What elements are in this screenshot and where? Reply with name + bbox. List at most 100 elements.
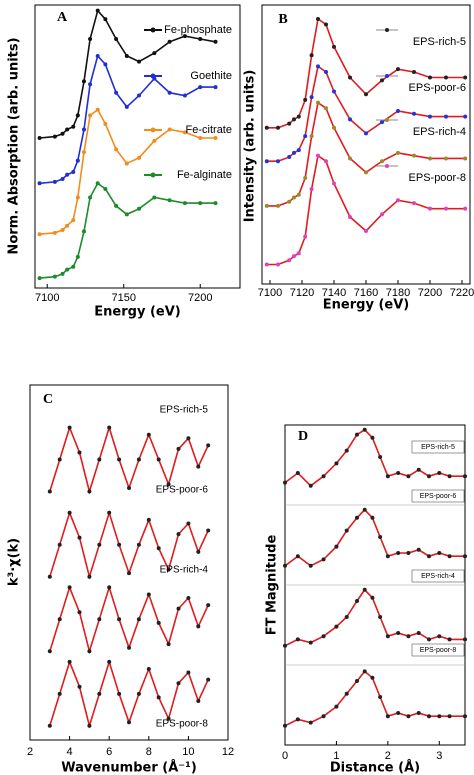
data-point [47,489,52,494]
series-label: EPS-poor-6 [420,493,457,500]
data-point [71,218,76,223]
data-point [416,467,421,472]
data-point [416,711,421,715]
data-point [437,634,442,639]
data-point [292,150,296,155]
data-point [95,8,100,13]
data-point [355,432,359,437]
data-point [321,714,326,719]
data-point [52,274,57,279]
data-point [463,156,468,161]
data-point [95,181,100,186]
data-point [296,192,301,197]
label-box [411,440,465,454]
x-tick-label: 7220 [450,287,474,299]
x-tick-label: 7100 [258,287,282,299]
legend-label: EPS-rich-4 [413,126,466,138]
data-point [206,443,211,448]
data-point [146,432,151,437]
data-point [97,542,102,547]
data-point [303,234,308,239]
data-point [156,457,161,462]
data-point [81,150,86,155]
data-point [71,264,76,269]
x-tick-label: 7160 [354,287,378,299]
data-point [77,535,82,540]
data-point [117,457,122,462]
data-point [136,617,141,622]
y-axis-label: k³·χ(k) [7,538,22,586]
data-point [444,156,448,161]
data-point [67,510,72,515]
data-point [182,201,187,206]
data-point [117,617,122,622]
data-point [152,138,157,143]
data-point [344,528,349,533]
data-point [364,228,368,233]
data-point [463,637,467,642]
data-point [95,107,100,112]
data-point [332,181,336,186]
data-point [332,125,336,130]
data-point [276,125,280,130]
data-point [196,698,201,703]
legend-marker [385,164,389,168]
legend-label: Fe-citrate [186,124,232,136]
series-line [49,424,209,495]
data-point [167,127,172,132]
label-box [411,569,465,583]
data-point [60,131,65,136]
x-axis-label: Energy (eV) [94,305,180,320]
x-tick-label: 7120 [290,287,314,299]
legend-marker [150,172,156,178]
data-point [348,156,352,161]
data-point [37,136,42,141]
data-point [362,427,367,432]
data-point [292,254,296,259]
data-point [37,232,42,237]
data-point [60,271,65,276]
legend-label: EPS-poor-8 [409,172,466,184]
data-point [182,93,187,98]
data-point [124,104,129,109]
data-point [324,106,328,111]
data-point [396,471,401,475]
series-label: EPS-poor-8 [420,647,457,654]
legend-marker [150,73,156,79]
x-tick-label: 7150 [111,292,135,304]
data-point [348,75,352,80]
data-point [287,199,292,204]
data-point [444,75,448,80]
data-point [370,595,375,600]
y-axis-label: Norm. Absorption (arb. units) [7,37,22,254]
data-point [316,16,320,21]
plot-frame [34,4,241,289]
data-point [385,554,390,559]
data-point [156,620,161,625]
data-point [287,155,292,160]
data-point [52,179,57,184]
legend-marker [385,74,389,78]
data-point [182,34,187,39]
series-label: EPS-rich-4 [160,565,209,576]
data-point [324,22,328,27]
data-point [186,521,191,526]
data-point [87,574,92,579]
data-point [412,69,416,74]
data-point [296,148,301,153]
data-point [447,714,452,719]
data-point [344,691,349,696]
data-point [71,124,76,129]
data-point [295,554,300,559]
data-point [65,172,70,177]
data-point [324,69,328,74]
data-point [37,276,42,281]
data-point [292,117,296,122]
data-point [167,90,172,95]
data-point [378,615,383,619]
data-point [81,79,86,84]
data-point [117,542,122,547]
data-point [65,127,70,132]
data-point [427,554,431,559]
